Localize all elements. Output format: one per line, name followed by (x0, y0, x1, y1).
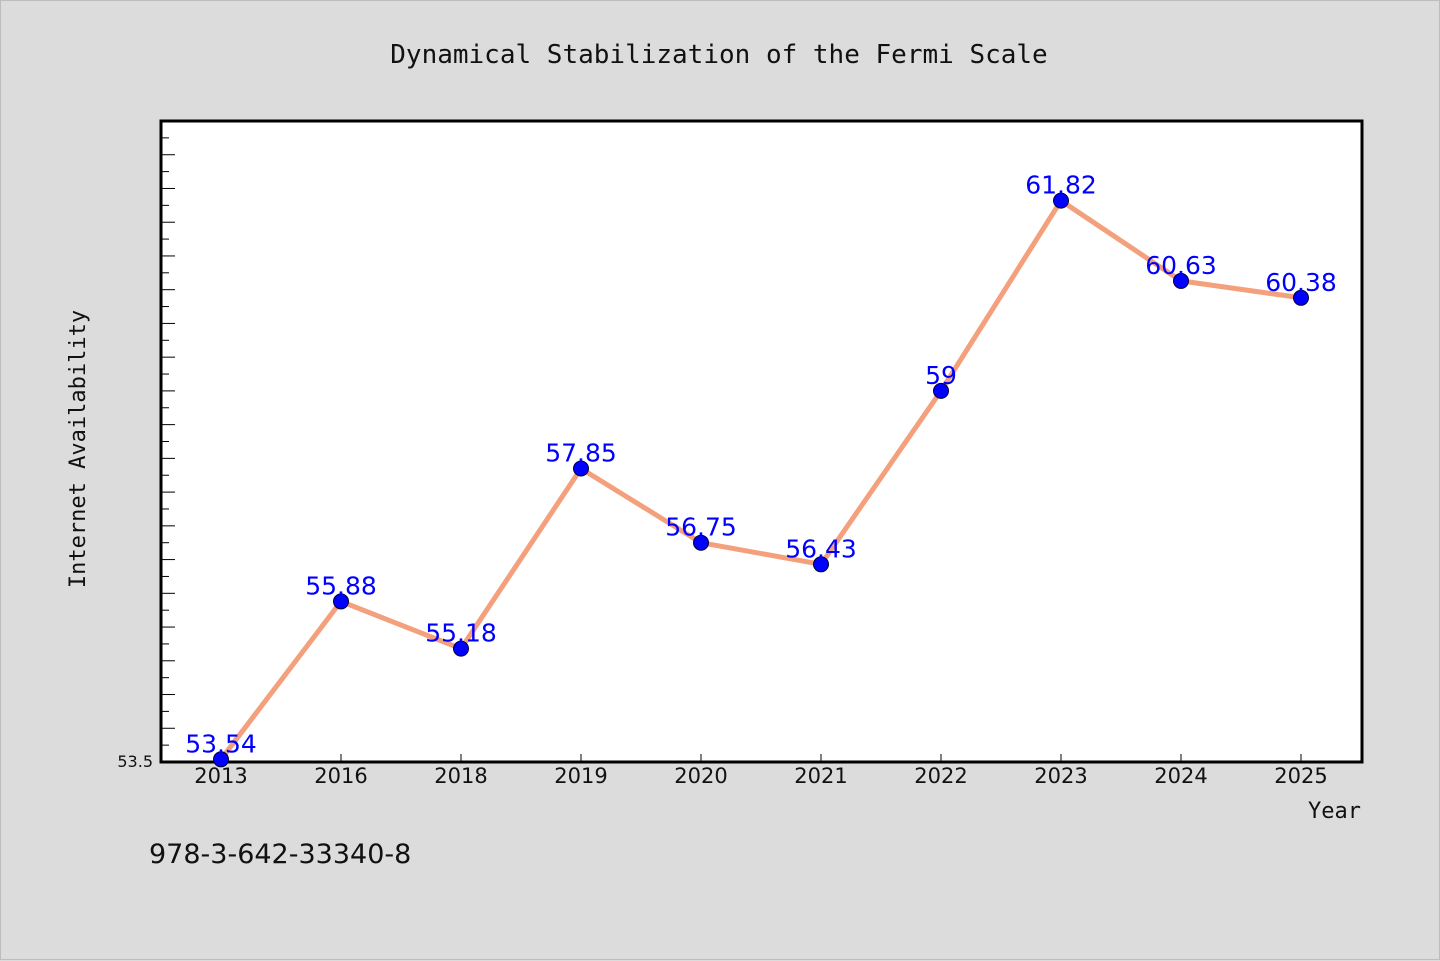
x-tick-label: 2024 (1154, 764, 1207, 788)
data-point (573, 460, 589, 477)
isbn-label: 978-3-642-33340-8 (149, 839, 411, 870)
data-label: 56.75 (665, 513, 737, 542)
data-point (453, 640, 469, 657)
data-point (933, 382, 949, 399)
data-point (1293, 289, 1309, 306)
data-point (693, 534, 709, 551)
x-tick-label: 2022 (914, 764, 967, 788)
data-label: 57.85 (545, 438, 617, 467)
data-label: 59 (925, 361, 957, 390)
y-axis-ticks (161, 120, 175, 763)
data-label: 56.43 (785, 534, 857, 563)
data-labels: 53.54 55.88 55.18 57.85 56.75 56.43 59 61.82 60.… (185, 171, 1337, 759)
chart-title: Dynamical Stabilization of the Fermi Sca… (390, 40, 1047, 70)
x-tick-label: 2021 (794, 764, 847, 788)
x-tick-label: 2016 (314, 764, 367, 788)
y-axis-title: Internet Availability (66, 310, 91, 588)
data-point (333, 593, 349, 610)
data-label: 55.88 (305, 571, 377, 600)
x-axis-title: Year (1308, 799, 1361, 824)
data-label: 55.18 (425, 619, 497, 648)
data-label: 61.82 (1025, 171, 1097, 200)
x-tick-label: 2018 (434, 764, 487, 788)
data-label: 60.38 (1265, 268, 1337, 297)
plot-area (159, 119, 1364, 764)
x-tick-label: 2025 (1274, 764, 1327, 788)
y-axis-min-label: 53.5 (117, 752, 153, 771)
x-tick-label: 2020 (674, 764, 727, 788)
data-label: 60.63 (1145, 251, 1217, 280)
data-label: 53.54 (185, 729, 257, 758)
data-points (213, 192, 1309, 768)
x-tick-label: 2019 (554, 764, 607, 788)
x-axis-tick-labels: 2013 2016 2018 2019 2020 2021 2022 2023 2024 2025 (194, 754, 1328, 788)
x-tick-label: 2023 (1034, 764, 1087, 788)
x-tick-label: 2013 (194, 764, 247, 788)
data-point (813, 556, 829, 573)
data-point (1053, 192, 1069, 209)
data-point (213, 751, 229, 768)
series-line (218, 198, 1304, 762)
data-point (1173, 272, 1189, 289)
